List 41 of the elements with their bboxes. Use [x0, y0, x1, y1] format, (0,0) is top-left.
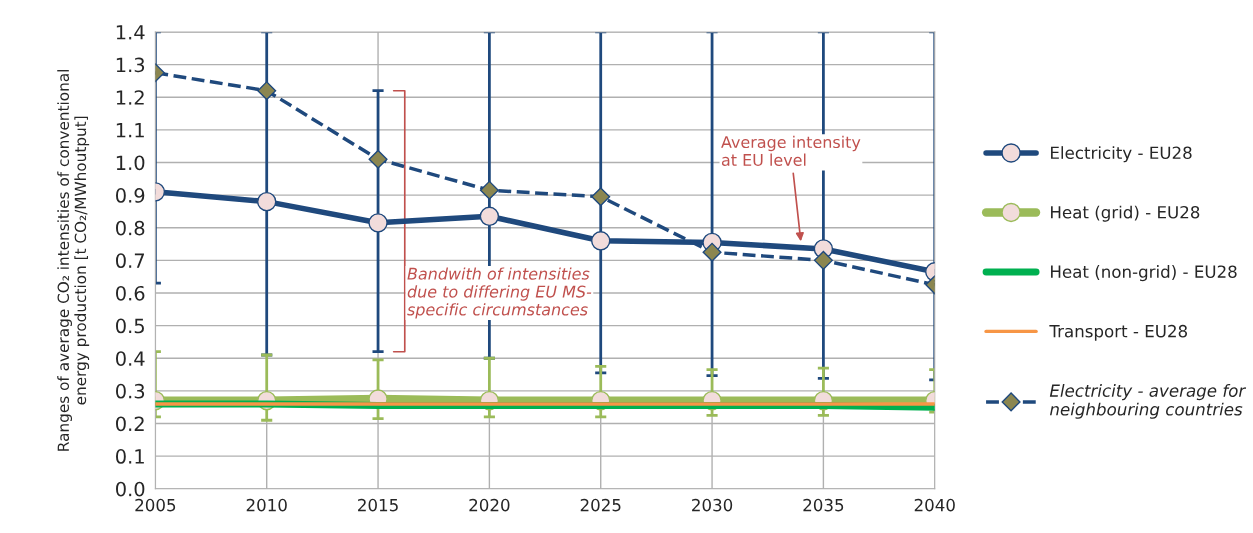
point [479, 180, 499, 200]
point [368, 213, 388, 233]
legend-label: Heat (non-grid) - EU28 [1051, 265, 1237, 282]
y-tick-label: 1.2 [116, 90, 144, 105]
y-tick-label: 0.6 [116, 285, 145, 301]
y-tick-label: 0.1 [116, 449, 144, 464]
x-tick-label: 2020 [469, 498, 510, 512]
legend-label: Electricity - EU28 [1051, 146, 1192, 163]
point [256, 191, 277, 212]
point [591, 231, 611, 251]
y-tick-label: 1.0 [116, 155, 145, 171]
y-tick-label: 0.3 [116, 383, 145, 399]
point [702, 242, 722, 262]
annotation: Bandwith of intensities due to differing EU MS- specific circumstances [407, 267, 592, 319]
y-tick-label: 0.4 [116, 351, 145, 366]
y-tick-label: 0.7 [116, 253, 144, 269]
point [479, 206, 500, 227]
y-axis-title: Ranges of average CO₂ intensities of conventional energy production [t CO₂/MWhoutput] [57, 70, 90, 451]
point [257, 81, 277, 101]
x-tick-label: 2030 [692, 498, 733, 512]
y-tick-label: 0.0 [116, 481, 145, 497]
x-tick-label: 2010 [246, 498, 287, 512]
y-tick-label: 1.3 [116, 57, 145, 73]
legend-label: Transport - EU28 [1049, 324, 1188, 341]
annotation: Average intensity at EU level [721, 135, 861, 166]
point [368, 149, 388, 169]
x-tick-label: 2005 [135, 498, 176, 512]
x-tick-label: 2035 [803, 498, 844, 512]
y-tick-label: 0.5 [116, 318, 144, 334]
legend-label: Heat (grid) - EU28 [1051, 205, 1200, 222]
y-tick-label: 0.8 [116, 220, 145, 236]
y-tick-label: 1.1 [116, 123, 144, 138]
x-tick-label: 2025 [580, 498, 621, 512]
x-tick-label: 2015 [358, 498, 398, 512]
y-tick-label: 1.4 [116, 25, 145, 40]
point [813, 250, 833, 270]
y-tick-label: 0.2 [116, 416, 144, 432]
legend-label: Electricity - average for neighbouring countries [1049, 384, 1247, 419]
point [591, 187, 611, 207]
x-tick-label: 2040 [914, 498, 955, 512]
y-tick-label: 0.9 [116, 188, 145, 203]
